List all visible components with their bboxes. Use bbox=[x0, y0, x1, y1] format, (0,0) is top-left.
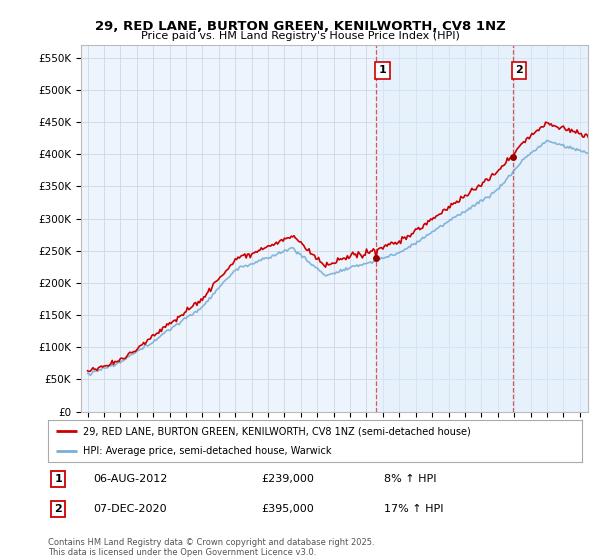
Text: 29, RED LANE, BURTON GREEN, KENILWORTH, CV8 1NZ (semi-detached house): 29, RED LANE, BURTON GREEN, KENILWORTH, … bbox=[83, 426, 470, 436]
Text: 06-AUG-2012: 06-AUG-2012 bbox=[94, 474, 168, 484]
Text: 2: 2 bbox=[515, 66, 523, 76]
Text: 1: 1 bbox=[55, 474, 62, 484]
Text: 2: 2 bbox=[55, 504, 62, 514]
Text: 1: 1 bbox=[379, 66, 386, 76]
Text: 8% ↑ HPI: 8% ↑ HPI bbox=[385, 474, 437, 484]
Text: 29, RED LANE, BURTON GREEN, KENILWORTH, CV8 1NZ: 29, RED LANE, BURTON GREEN, KENILWORTH, … bbox=[95, 20, 505, 32]
Text: HPI: Average price, semi-detached house, Warwick: HPI: Average price, semi-detached house,… bbox=[83, 446, 331, 456]
Text: Contains HM Land Registry data © Crown copyright and database right 2025.
This d: Contains HM Land Registry data © Crown c… bbox=[48, 538, 374, 557]
Text: £395,000: £395,000 bbox=[262, 504, 314, 514]
Text: £239,000: £239,000 bbox=[262, 474, 314, 484]
Text: 07-DEC-2020: 07-DEC-2020 bbox=[94, 504, 167, 514]
Text: 17% ↑ HPI: 17% ↑ HPI bbox=[385, 504, 444, 514]
Text: Price paid vs. HM Land Registry's House Price Index (HPI): Price paid vs. HM Land Registry's House … bbox=[140, 31, 460, 41]
